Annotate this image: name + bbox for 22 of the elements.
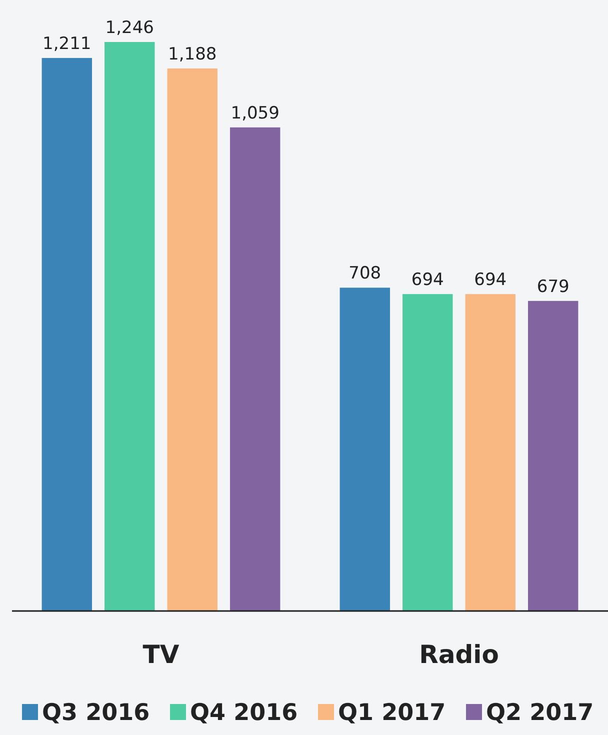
data-label: 694 (411, 270, 444, 290)
bar (402, 294, 453, 611)
data-label: 1,211 (42, 34, 92, 54)
legend-label: Q3 2016 (42, 700, 150, 726)
bar (167, 68, 218, 611)
bar (340, 288, 390, 611)
bar (104, 42, 155, 611)
data-label: 708 (348, 264, 382, 284)
bar (465, 294, 516, 611)
bar (528, 300, 578, 611)
bar (230, 127, 280, 611)
data-label: 679 (536, 276, 570, 297)
data-label: 694 (474, 270, 507, 290)
data-label: 1,059 (230, 103, 280, 124)
bar (42, 58, 92, 611)
legend-label: Q2 2017 (486, 700, 594, 726)
x-tick-label: TV (142, 640, 180, 669)
legend-label: Q1 2017 (338, 700, 446, 726)
data-label: 1,188 (168, 44, 217, 64)
data-label: 1,246 (105, 18, 154, 38)
x-tick-label: Radio (419, 640, 499, 669)
legend-label: Q4 2016 (190, 700, 298, 726)
